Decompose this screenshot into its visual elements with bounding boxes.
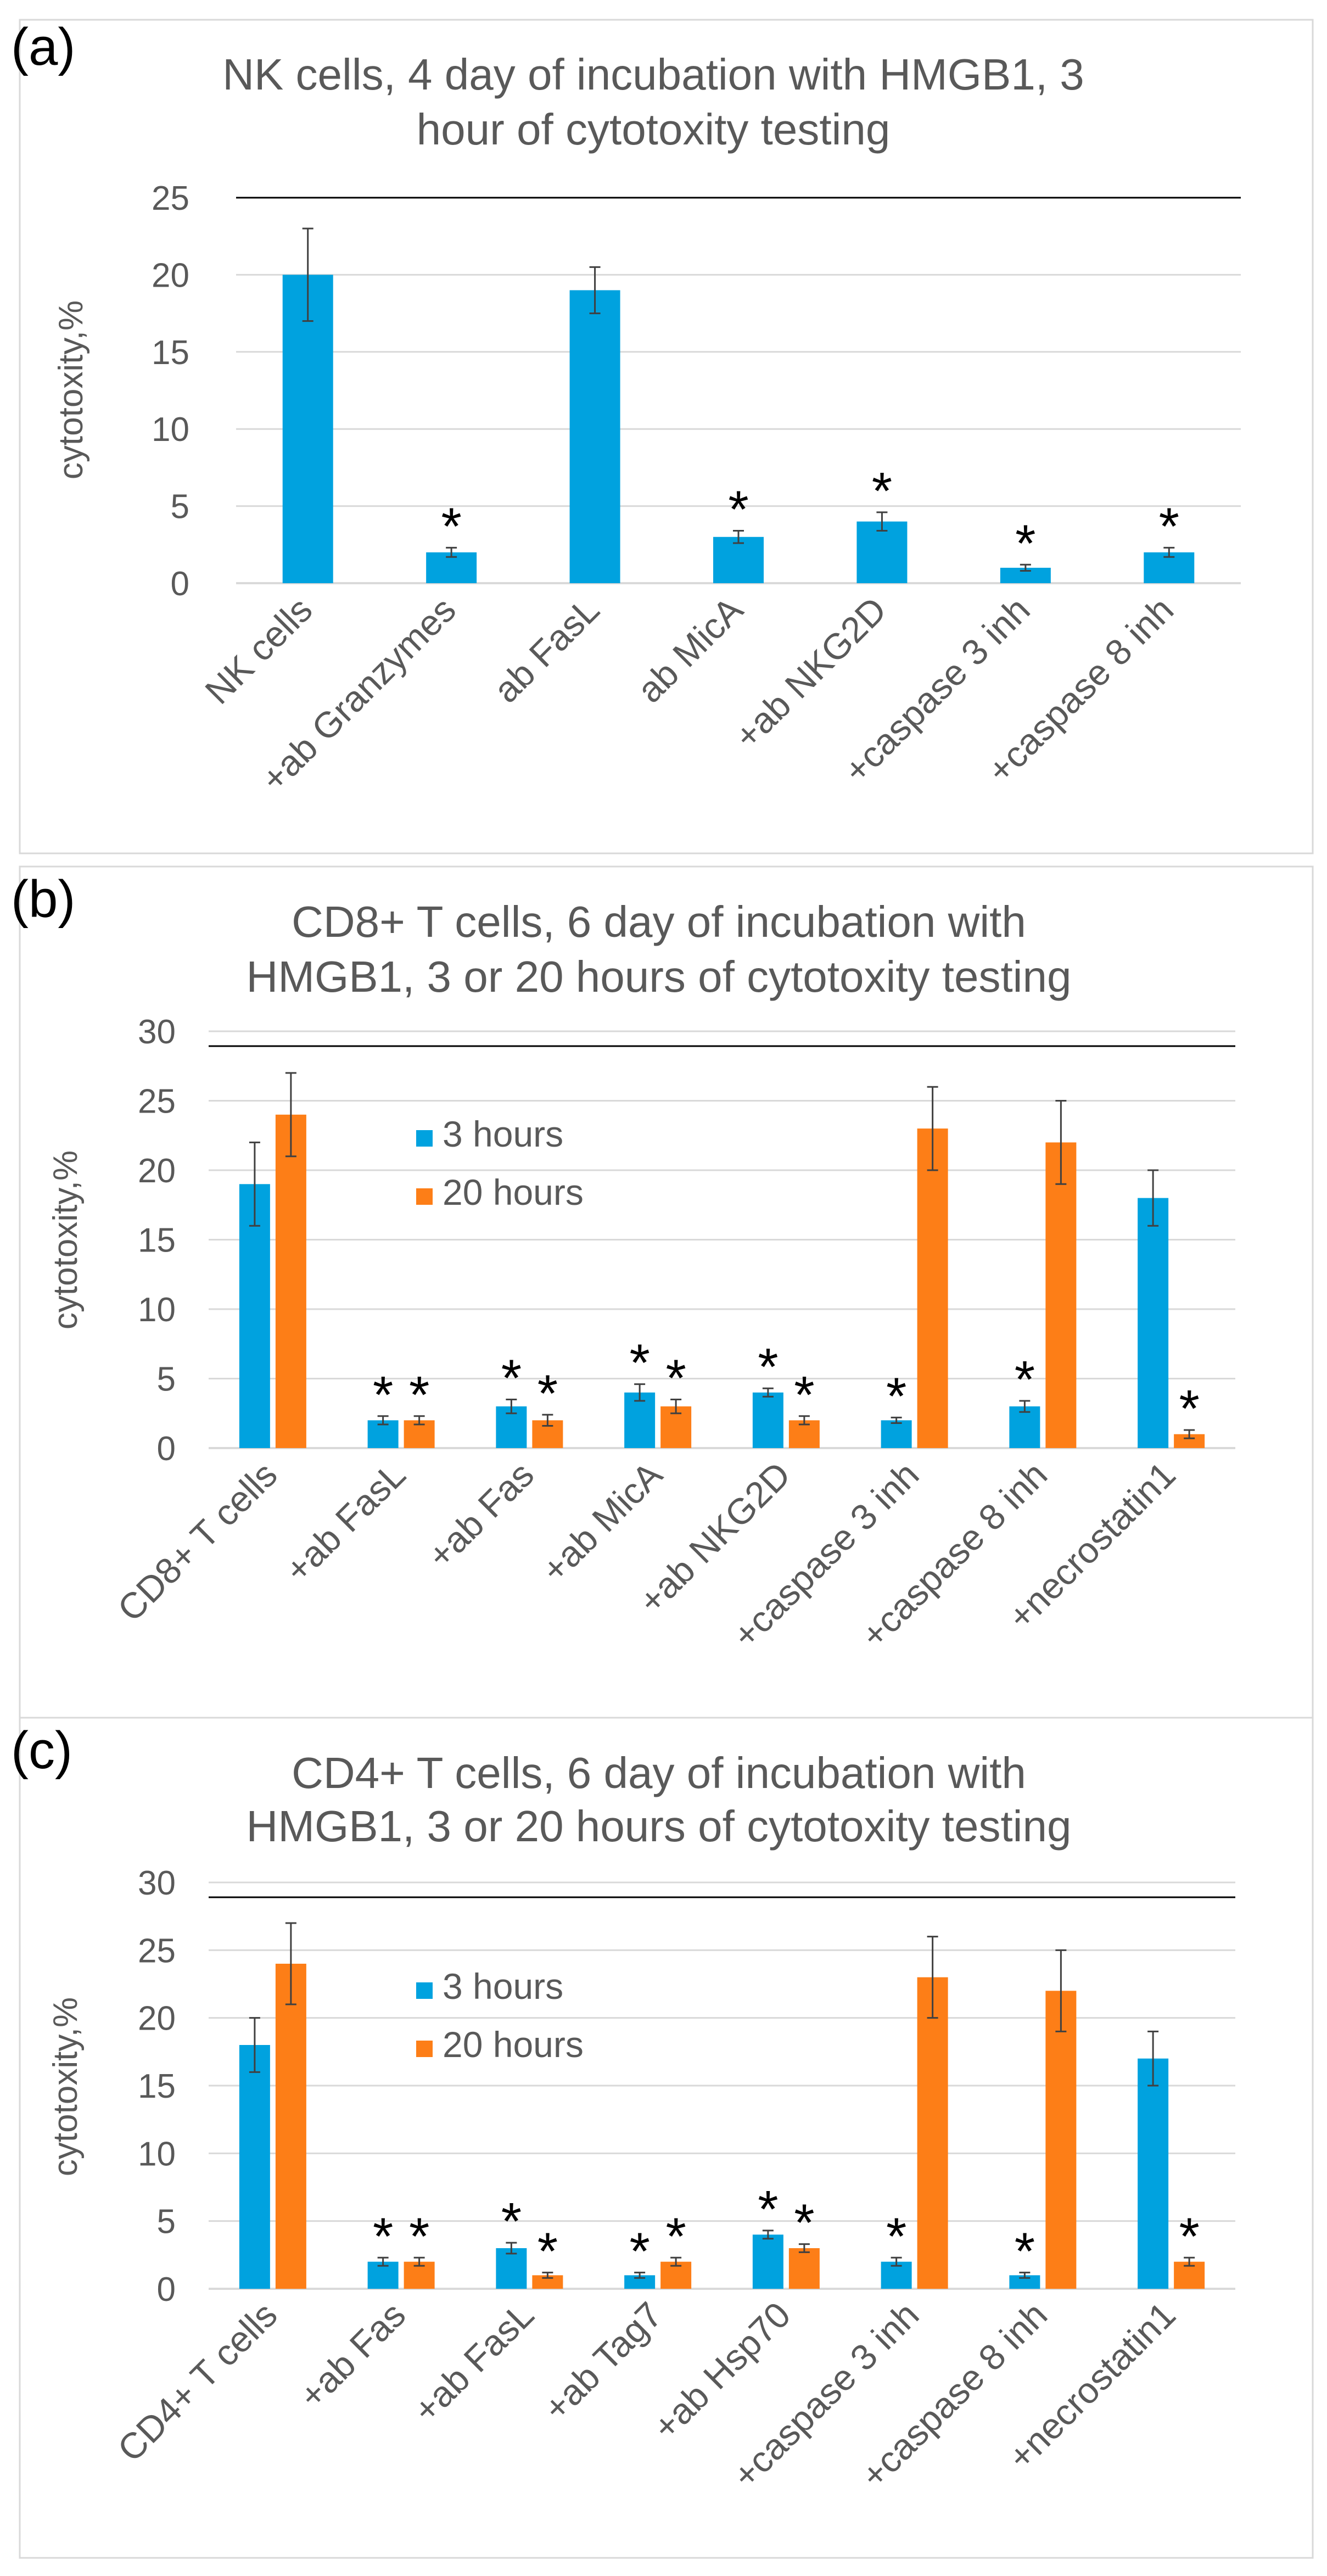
y-axis-label: cytotoxity,% (47, 1997, 85, 2176)
y-tick-label: 5 (157, 2203, 176, 2241)
significance-star: * (537, 2222, 558, 2281)
bar-value-3 (713, 537, 764, 583)
significance-star: * (794, 2194, 814, 2253)
y-tick-label: 20 (138, 2000, 176, 2038)
significance-star: * (728, 480, 748, 539)
bar-20-hours-0 (275, 1114, 306, 1448)
y-tick-label: 10 (152, 411, 189, 449)
significance-star: * (1015, 2222, 1035, 2281)
bar-3-hours-7 (1138, 1198, 1169, 1448)
y-tick-label: 10 (138, 2135, 176, 2173)
significance-star: * (501, 1349, 522, 1407)
significance-star: * (441, 497, 461, 556)
panel-frame (19, 1717, 1314, 2559)
bar-value-0 (282, 275, 333, 583)
significance-star: * (665, 2207, 686, 2266)
y-axis-label: cytotoxity,% (47, 1150, 85, 1329)
significance-star: * (537, 1364, 558, 1423)
legend-swatch (416, 2041, 433, 2057)
legend-swatch (416, 1982, 433, 1999)
y-tick-label: 0 (171, 565, 189, 603)
bar-3-hours-2 (496, 2248, 527, 2289)
y-tick-label: 30 (138, 1013, 176, 1051)
significance-star: * (1015, 514, 1035, 573)
bar-20-hours-6 (1045, 1991, 1077, 2289)
panel-label: (c) (11, 1721, 72, 1780)
y-tick-label: 5 (171, 488, 189, 526)
bar-3-hours-3 (624, 1392, 656, 1448)
y-tick-label: 0 (157, 1430, 176, 1468)
significance-star: * (1015, 1350, 1035, 1409)
panel-frame (19, 19, 1314, 854)
chart-title-line: HMGB1, 3 or 20 hours of cytotoxity testi… (247, 952, 1072, 1001)
bar-value-4 (856, 521, 908, 583)
y-tick-label: 10 (138, 1291, 176, 1329)
significance-star: * (629, 2222, 649, 2281)
chart-title-line: NK cells, 4 day of incubation with HMGB1… (222, 50, 1084, 99)
bar-value-2 (569, 290, 620, 583)
significance-star: * (794, 1366, 814, 1424)
chart-title-line: CD4+ T cells, 6 day of incubation with (292, 1748, 1026, 1797)
y-tick-label: 25 (138, 1083, 176, 1121)
bar-3-hours-7 (1138, 2058, 1169, 2289)
significance-star: * (501, 2192, 522, 2251)
significance-star: * (886, 1367, 906, 1426)
panel-label: (a) (11, 18, 75, 76)
significance-star: * (373, 1366, 393, 1424)
significance-star: * (758, 2180, 778, 2239)
y-tick-label: 15 (152, 334, 189, 372)
bar-20-hours-6 (1045, 1142, 1077, 1448)
chart-title-line: hour of cytotoxity testing (417, 105, 891, 154)
y-tick-label: 30 (138, 1864, 176, 1902)
chart-title-line: CD8+ T cells, 6 day of incubation with (292, 897, 1026, 946)
y-tick-label: 25 (152, 180, 189, 217)
bar-20-hours-5 (917, 1128, 948, 1448)
bar-3-hours-6 (1009, 1406, 1040, 1448)
bar-3-hours-5 (881, 1420, 912, 1448)
significance-star: * (1179, 1379, 1199, 1438)
significance-star: * (1159, 497, 1179, 556)
bar-3-hours-0 (239, 1184, 270, 1448)
y-tick-label: 5 (157, 1361, 176, 1399)
significance-star: * (409, 1366, 429, 1424)
legend-swatch (416, 1130, 433, 1147)
significance-star: * (373, 2207, 393, 2266)
bar-20-hours-5 (917, 1977, 948, 2289)
legend-swatch (416, 1188, 433, 1205)
significance-star: * (629, 1334, 649, 1393)
legend-label: 20 hours (443, 1172, 584, 1212)
significance-star: * (665, 1349, 686, 1407)
significance-star: * (409, 2207, 429, 2266)
legend-label: 20 hours (443, 2024, 584, 2065)
chart-panel-1: (b) CD8+ T cells, 6 day of incubation wit… (11, 865, 1314, 1719)
y-tick-label: 15 (138, 2067, 176, 2105)
significance-star: * (758, 1338, 778, 1396)
y-tick-label: 20 (152, 256, 189, 294)
significance-star: * (886, 2207, 906, 2266)
legend-label: 3 hours (443, 1114, 563, 1154)
y-tick-label: 15 (138, 1222, 176, 1260)
y-tick-label: 0 (157, 2271, 176, 2309)
significance-star: * (872, 462, 892, 521)
legend-label: 3 hours (443, 1966, 563, 2007)
bar-20-hours-0 (275, 1964, 306, 2289)
bar-3-hours-4 (752, 2234, 783, 2289)
y-tick-label: 20 (138, 1152, 176, 1190)
bar-20-hours-4 (788, 2248, 820, 2289)
y-tick-label: 25 (138, 1932, 176, 1970)
bar-3-hours-0 (239, 2045, 270, 2289)
bar-3-hours-4 (752, 1392, 783, 1448)
significance-star: * (1179, 2207, 1199, 2266)
panel-label: (b) (11, 870, 75, 929)
chart-title-line: HMGB1, 3 or 20 hours of cytotoxity testi… (247, 1802, 1072, 1851)
y-axis-label: cytotoxity,% (52, 300, 90, 479)
